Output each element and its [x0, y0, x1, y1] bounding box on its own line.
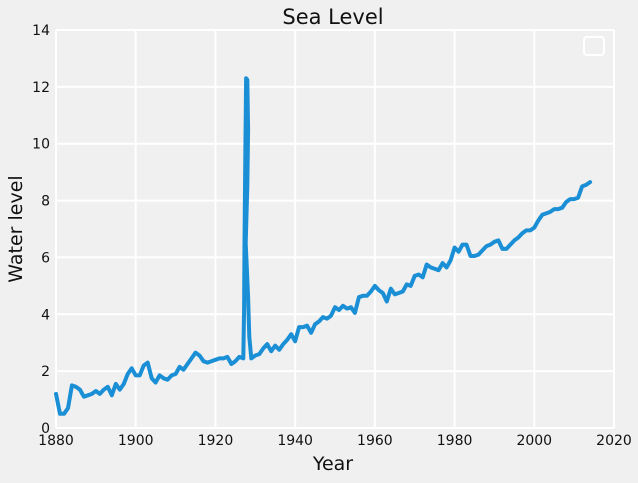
series-layer: [54, 76, 593, 416]
x-tick-label: 1880: [38, 433, 74, 449]
y-tick-label: 10: [32, 137, 50, 153]
x-tick-label: 2000: [516, 433, 552, 449]
x-tick-label: 1900: [118, 433, 154, 449]
x-tick-label: 1980: [437, 433, 473, 449]
tick-labels: 1880 1900 1920 1940 1960 1980 2000 2020 0 2 4 6 8 10 1…: [32, 23, 632, 449]
y-tick-label: 12: [32, 80, 50, 96]
legend[interactable]: [583, 36, 605, 56]
grid: [55, 29, 615, 429]
x-tick-label: 1920: [198, 433, 234, 449]
y-tick-label: 14: [32, 23, 50, 39]
chart-title: Sea Level: [282, 5, 383, 29]
y-tick-label: 8: [41, 194, 50, 210]
x-axis-title: Year: [312, 453, 353, 475]
x-tick-label: 2020: [596, 433, 632, 449]
y-axis-title: Water level: [5, 175, 27, 282]
y-tick-label: 4: [41, 307, 50, 323]
series-line: [54, 76, 593, 416]
y-tick-label: 6: [41, 250, 50, 266]
y-tick-label: 2: [41, 364, 50, 380]
y-tick-label: 0: [41, 421, 50, 437]
x-tick-label: 1940: [277, 433, 313, 449]
legend-box[interactable]: [583, 36, 605, 56]
x-tick-label: 1960: [357, 433, 393, 449]
